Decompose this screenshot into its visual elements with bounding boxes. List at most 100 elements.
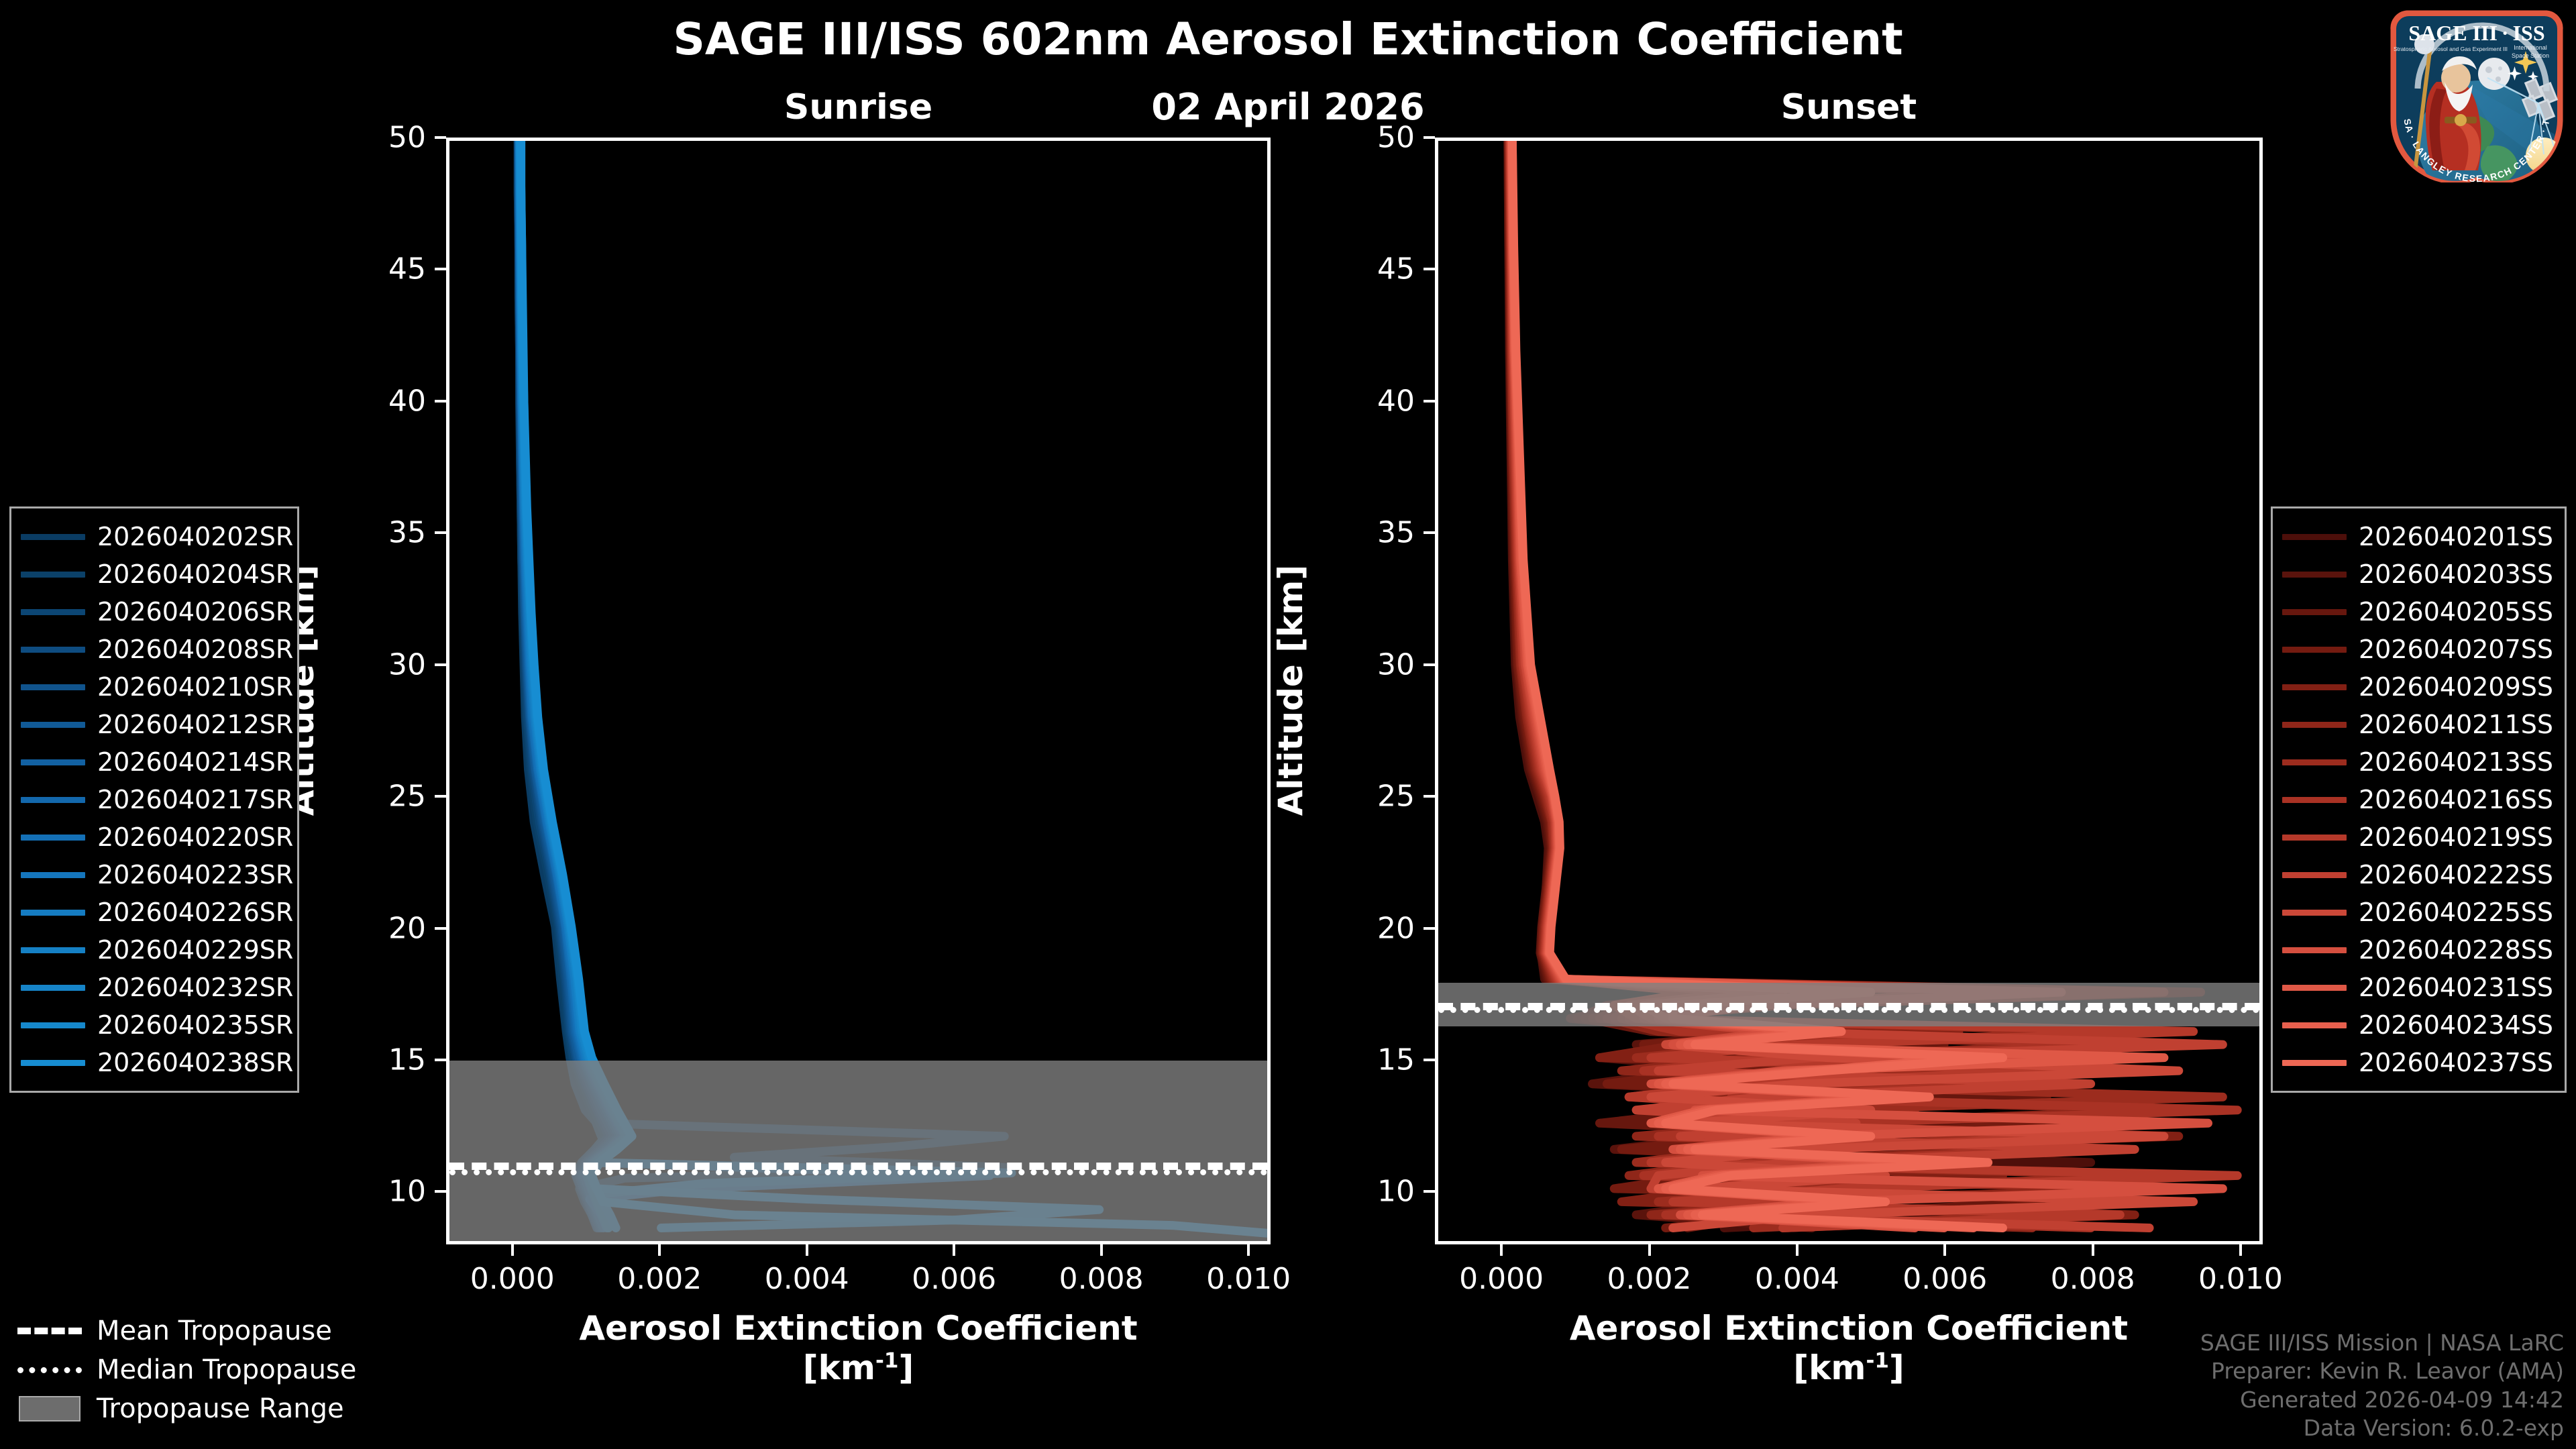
y-tick-label: 25 <box>1377 779 1415 814</box>
y-tick-label: 25 <box>388 779 426 814</box>
legend-item-event[interactable]: 2026040222SS <box>2282 856 2554 894</box>
y-tick-mark <box>435 1059 446 1061</box>
legend-color-swatch <box>2282 721 2347 728</box>
legend-color-swatch <box>21 608 85 615</box>
legend-event-label: 2026040212SR <box>97 710 294 739</box>
y-tick-label: 50 <box>1377 120 1415 155</box>
legend-item-event[interactable]: 2026040226SR <box>21 894 293 931</box>
y-tick-label: 10 <box>388 1174 426 1209</box>
legend-item-event[interactable]: 2026040203SS <box>2282 555 2554 593</box>
legend-color-swatch <box>2282 984 2347 991</box>
y-tick-label: 40 <box>1377 384 1415 419</box>
legend-item-event[interactable]: 2026040210SR <box>21 668 293 706</box>
legend-item-event[interactable]: 2026040237SS <box>2282 1044 2553 1081</box>
y-tick-mark <box>435 531 446 535</box>
legend-item-event[interactable]: 2026040225SS <box>2282 894 2553 931</box>
legend-event-label: 2026040213SS <box>2359 747 2554 777</box>
y-tick-mark <box>435 399 446 402</box>
y-tick-label: 45 <box>1377 252 1415 286</box>
staff <box>2413 42 2433 170</box>
legend-event-label: 2026040210SR <box>97 672 294 702</box>
legend-item-event[interactable]: 2026040228SS <box>2282 931 2554 969</box>
page-title: SAGE III/ISS 602nm Aerosol Extinction Co… <box>673 13 1903 65</box>
y-tick-mark <box>435 795 446 798</box>
x-tick-label: 0.004 <box>1754 1262 1839 1296</box>
y-tick-mark <box>1424 663 1435 666</box>
legend-item-event[interactable]: 2026040220SR <box>21 818 293 856</box>
legend-color-swatch <box>21 834 85 841</box>
legend-color-swatch <box>21 646 85 653</box>
legend-sunrise-events[interactable]: 2026040202SR 2026040204SR 2026040206SR 2026… <box>9 506 299 1093</box>
legend-event-label: 2026040222SS <box>2359 860 2554 890</box>
legend-item-event[interactable]: 2026040235SR <box>21 1006 293 1044</box>
legend-item-event[interactable]: 2026040217SR <box>21 781 293 818</box>
legend-event-label: 2026040214SR <box>97 747 294 777</box>
y-tick-mark <box>1424 268 1435 271</box>
legend-item-event[interactable]: 2026040238SR <box>21 1044 293 1081</box>
x-tick-label: 0.000 <box>1459 1262 1544 1296</box>
star-small-2 <box>2528 71 2538 82</box>
legend-item-event[interactable]: 2026040223SR <box>21 856 293 894</box>
legend-event-label: 2026040206SR <box>97 597 294 627</box>
legend-label-mean-tropopause: Mean Tropopause <box>97 1316 332 1346</box>
legend-event-label: 2026040217SR <box>97 785 294 814</box>
x-tick-mark <box>953 1244 956 1256</box>
legend-event-label: 2026040235SR <box>97 1010 294 1040</box>
legend-color-swatch <box>2282 533 2347 540</box>
x-tick-label: 0.002 <box>617 1262 702 1296</box>
legend-item-event[interactable]: 2026040206SR <box>21 593 293 631</box>
sage-iii-iss-logo-icon: SAGE III · ISS Stratospheric Aerosol and G… <box>2387 3 2567 182</box>
legend-item-event[interactable]: 2026040231SS <box>2282 969 2553 1006</box>
figure-buckle <box>2455 114 2467 126</box>
legend-item-event[interactable]: 2026040232SR <box>21 969 293 1006</box>
patch-subtitle-left: Stratospheric Aerosol and Gas Experiment… <box>2394 46 2508 52</box>
legend-item-event[interactable]: 2026040209SS <box>2282 668 2553 706</box>
legend-item-event[interactable]: 2026040212SR <box>21 706 293 743</box>
legend-item-tropopause-range: Tropopause Range <box>17 1389 366 1428</box>
legend-item-event[interactable]: 2026040216SS <box>2282 781 2553 818</box>
legend-item-event[interactable]: 2026040207SS <box>2282 631 2553 668</box>
legend-color-swatch <box>21 1059 85 1066</box>
x-tick-label: 0.010 <box>1206 1262 1291 1296</box>
legend-item-event[interactable]: 2026040214SR <box>21 743 293 781</box>
legend-item-event[interactable]: 2026040201SS <box>2282 518 2553 555</box>
legend-item-event[interactable]: 2026040219SS <box>2282 818 2553 856</box>
legend-sunset-events[interactable]: 2026040201SS 2026040203SS 2026040205SS 2026… <box>2271 506 2567 1093</box>
legend-color-swatch <box>2282 834 2347 841</box>
legend-event-label: 2026040234SS <box>2359 1010 2554 1040</box>
mission-patch-svg: SAGE III · ISS Stratospheric Aerosol and G… <box>2387 3 2563 182</box>
legend-color-swatch <box>21 909 85 916</box>
legend-event-label: 2026040203SS <box>2359 559 2554 589</box>
legend-event-label: 2026040220SR <box>97 822 294 852</box>
figure-head <box>2441 63 2471 93</box>
x-axis-units-sunrise: [km-1] <box>802 1348 914 1387</box>
x-tick-mark <box>1099 1244 1103 1256</box>
legend-item-event[interactable]: 2026040205SS <box>2282 593 2553 631</box>
legend-item-event[interactable]: 2026040213SS <box>2282 743 2554 781</box>
legend-color-swatch <box>2282 796 2347 803</box>
x-tick-mark <box>1943 1244 1947 1256</box>
robed-figure <box>2413 34 2481 170</box>
x-tick-label: 0.004 <box>764 1262 849 1296</box>
legend-event-label: 2026040228SS <box>2359 935 2554 965</box>
legend-event-label: 2026040238SR <box>97 1048 294 1077</box>
legend-event-label: 2026040208SR <box>97 635 294 664</box>
y-tick-mark <box>435 136 446 139</box>
legend-item-event[interactable]: 2026040202SR <box>21 518 293 555</box>
legend-item-event[interactable]: 2026040208SR <box>21 631 293 668</box>
legend-color-swatch <box>21 759 85 765</box>
y-tick-label: 20 <box>1377 911 1415 946</box>
legend-item-event[interactable]: 2026040229SR <box>21 931 293 969</box>
patch-subtitle-right-1: International <box>2514 44 2547 51</box>
x-tick-label: 0.008 <box>2050 1262 2135 1296</box>
legend-item-event[interactable]: 2026040204SR <box>21 555 293 593</box>
legend-tropopause: Mean Tropopause Median Tropopause Tropop… <box>17 1311 366 1428</box>
legend-item-event[interactable]: 2026040234SS <box>2282 1006 2554 1044</box>
mean-tropopause-line-right <box>1438 1002 2259 1010</box>
legend-color-swatch <box>2282 759 2347 765</box>
legend-item-mean-tropopause: Mean Tropopause <box>17 1311 366 1350</box>
legend-color-swatch <box>2282 608 2347 615</box>
x-tick-label: 0.008 <box>1059 1262 1144 1296</box>
legend-item-event[interactable]: 2026040211SS <box>2282 706 2553 743</box>
legend-item-median-tropopause: Median Tropopause <box>17 1350 366 1389</box>
